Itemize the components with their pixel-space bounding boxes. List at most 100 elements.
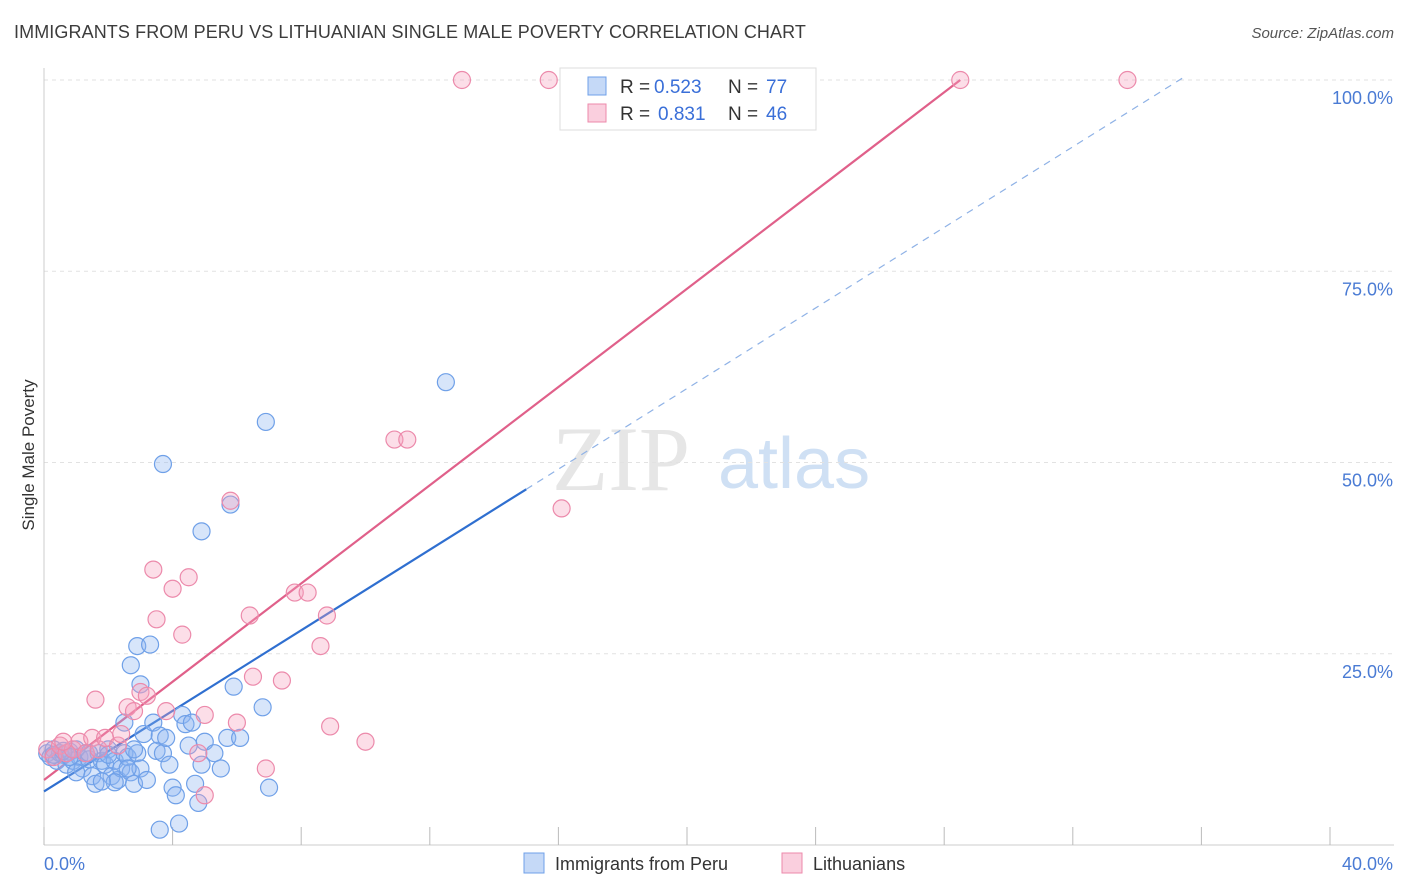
point-peru-66 — [153, 454, 173, 474]
point-lithuanians-39 — [398, 430, 417, 449]
y-axis-label: Single Male Poverty — [19, 379, 38, 531]
legend: R = 0.523 N = 77 R = 0.831 N = 46 — [559, 67, 817, 131]
point-lithuanians-26 — [221, 491, 240, 510]
point-lithuanians-29 — [243, 667, 263, 686]
point-lithuanians-7 — [83, 728, 102, 748]
point-lithuanians-44 — [1118, 70, 1137, 90]
point-peru-63 — [259, 778, 279, 797]
legend-n-value-0: 77 — [766, 77, 787, 98]
data-points — [38, 70, 1137, 839]
legend-n-label-1: N = — [728, 104, 758, 125]
bottom-legend: Immigrants from Peru Lithuanians — [523, 852, 905, 874]
point-lithuanians-21 — [173, 625, 192, 644]
point-lithuanians-24 — [195, 705, 214, 725]
point-peru-55 — [192, 755, 211, 774]
bottom-legend-lithuanians: Lithuanians — [813, 854, 905, 874]
point-lithuanians-34 — [311, 636, 330, 656]
bottom-legend-swatch-lithuanians — [781, 852, 803, 874]
point-lithuanians-33 — [298, 583, 317, 602]
watermark-atlas: atlas — [718, 424, 870, 504]
legend-swatch-lithuanians — [587, 103, 607, 123]
point-peru-73 — [67, 763, 86, 782]
trend-line-lithuanians — [43, 79, 961, 781]
point-lithuanians-28 — [240, 606, 259, 625]
y-tick-label-2: 75.0% — [1342, 279, 1393, 299]
legend-r-value-1: 0.831 — [658, 104, 706, 125]
point-lithuanians-42 — [539, 70, 558, 90]
point-peru-46 — [160, 755, 179, 774]
point-peru-35 — [124, 740, 144, 759]
point-peru-44 — [153, 744, 173, 763]
point-lithuanians-45 — [54, 732, 73, 751]
point-lithuanians-20 — [163, 579, 182, 598]
point-peru-37 — [131, 675, 150, 694]
axes — [43, 68, 1394, 846]
point-peru-48 — [166, 786, 185, 805]
y-tick-label-0: 25.0% — [1342, 662, 1393, 682]
point-peru-29 — [131, 759, 150, 778]
legend-r-label-1: R = — [620, 104, 650, 125]
point-peru-59 — [218, 728, 237, 748]
point-peru-68 — [221, 495, 240, 514]
watermark-zip: ZIP — [552, 408, 690, 510]
point-lithuanians-32 — [285, 583, 304, 602]
point-peru-62 — [253, 698, 272, 717]
x-tick-label-1: 40.0% — [1342, 854, 1393, 874]
point-peru-31 — [92, 772, 111, 791]
point-lithuanians-31 — [272, 671, 292, 690]
point-peru-61 — [231, 728, 250, 748]
gridlines — [44, 79, 1394, 655]
point-peru-57 — [205, 744, 224, 763]
y-tick-labels: 25.0% 50.0% 75.0% 100.0% — [1332, 88, 1393, 682]
trend-lines — [43, 75, 1186, 793]
point-lithuanians-19 — [157, 702, 176, 721]
point-lithuanians-10 — [86, 690, 105, 709]
point-peru-65 — [169, 814, 189, 833]
legend-n-value-1: 46 — [766, 104, 787, 125]
point-lithuanians-43 — [951, 70, 970, 90]
point-lithuanians-17 — [144, 560, 163, 579]
point-peru-40 — [140, 635, 160, 654]
legend-n-label-0: N = — [728, 77, 758, 98]
legend-r-value-0: 0.523 — [654, 77, 702, 98]
point-peru-60 — [224, 677, 243, 696]
point-lithuanians-25 — [195, 786, 214, 805]
point-lithuanians-12 — [112, 724, 131, 744]
point-peru-70 — [436, 373, 455, 392]
point-peru-33 — [118, 759, 137, 778]
point-peru-39 — [137, 770, 156, 790]
point-lithuanians-11 — [108, 736, 128, 755]
bottom-legend-peru: Immigrants from Peru — [555, 854, 728, 874]
point-lithuanians-8 — [89, 740, 108, 759]
point-peru-64 — [150, 820, 169, 839]
point-lithuanians-16 — [137, 686, 156, 705]
point-peru-67 — [192, 522, 211, 541]
y-tick-label-1: 50.0% — [1342, 471, 1393, 491]
bottom-legend-swatch-peru — [523, 852, 545, 874]
point-lithuanians-22 — [179, 568, 198, 587]
legend-swatch-peru — [587, 76, 607, 96]
legend-r-label-0: R = — [620, 77, 650, 98]
point-peru-50 — [176, 715, 195, 734]
point-lithuanians-37 — [356, 732, 375, 751]
point-lithuanians-35 — [317, 606, 337, 625]
x-tick-labels: 0.0% 40.0% — [44, 854, 1393, 874]
point-lithuanians-14 — [124, 702, 144, 721]
point-peru-30 — [105, 773, 124, 792]
point-peru-69 — [256, 412, 275, 432]
point-lithuanians-40 — [552, 499, 571, 518]
source-label: Source: ZipAtlas.com — [1251, 25, 1394, 42]
point-peru-45 — [157, 728, 176, 748]
point-lithuanians-18 — [147, 610, 166, 629]
point-lithuanians-30 — [256, 759, 275, 778]
point-lithuanians-41 — [452, 70, 472, 90]
point-peru-58 — [211, 759, 230, 778]
point-peru-34 — [121, 656, 140, 675]
point-lithuanians-27 — [227, 713, 246, 732]
point-lithuanians-23 — [189, 744, 208, 763]
y-tick-label-3: 100.0% — [1332, 88, 1393, 108]
chart-title: IMMIGRANTS FROM PERU VS LITHUANIAN SINGL… — [14, 22, 806, 42]
point-lithuanians-38 — [385, 430, 404, 449]
trend-line-peru — [43, 488, 527, 793]
